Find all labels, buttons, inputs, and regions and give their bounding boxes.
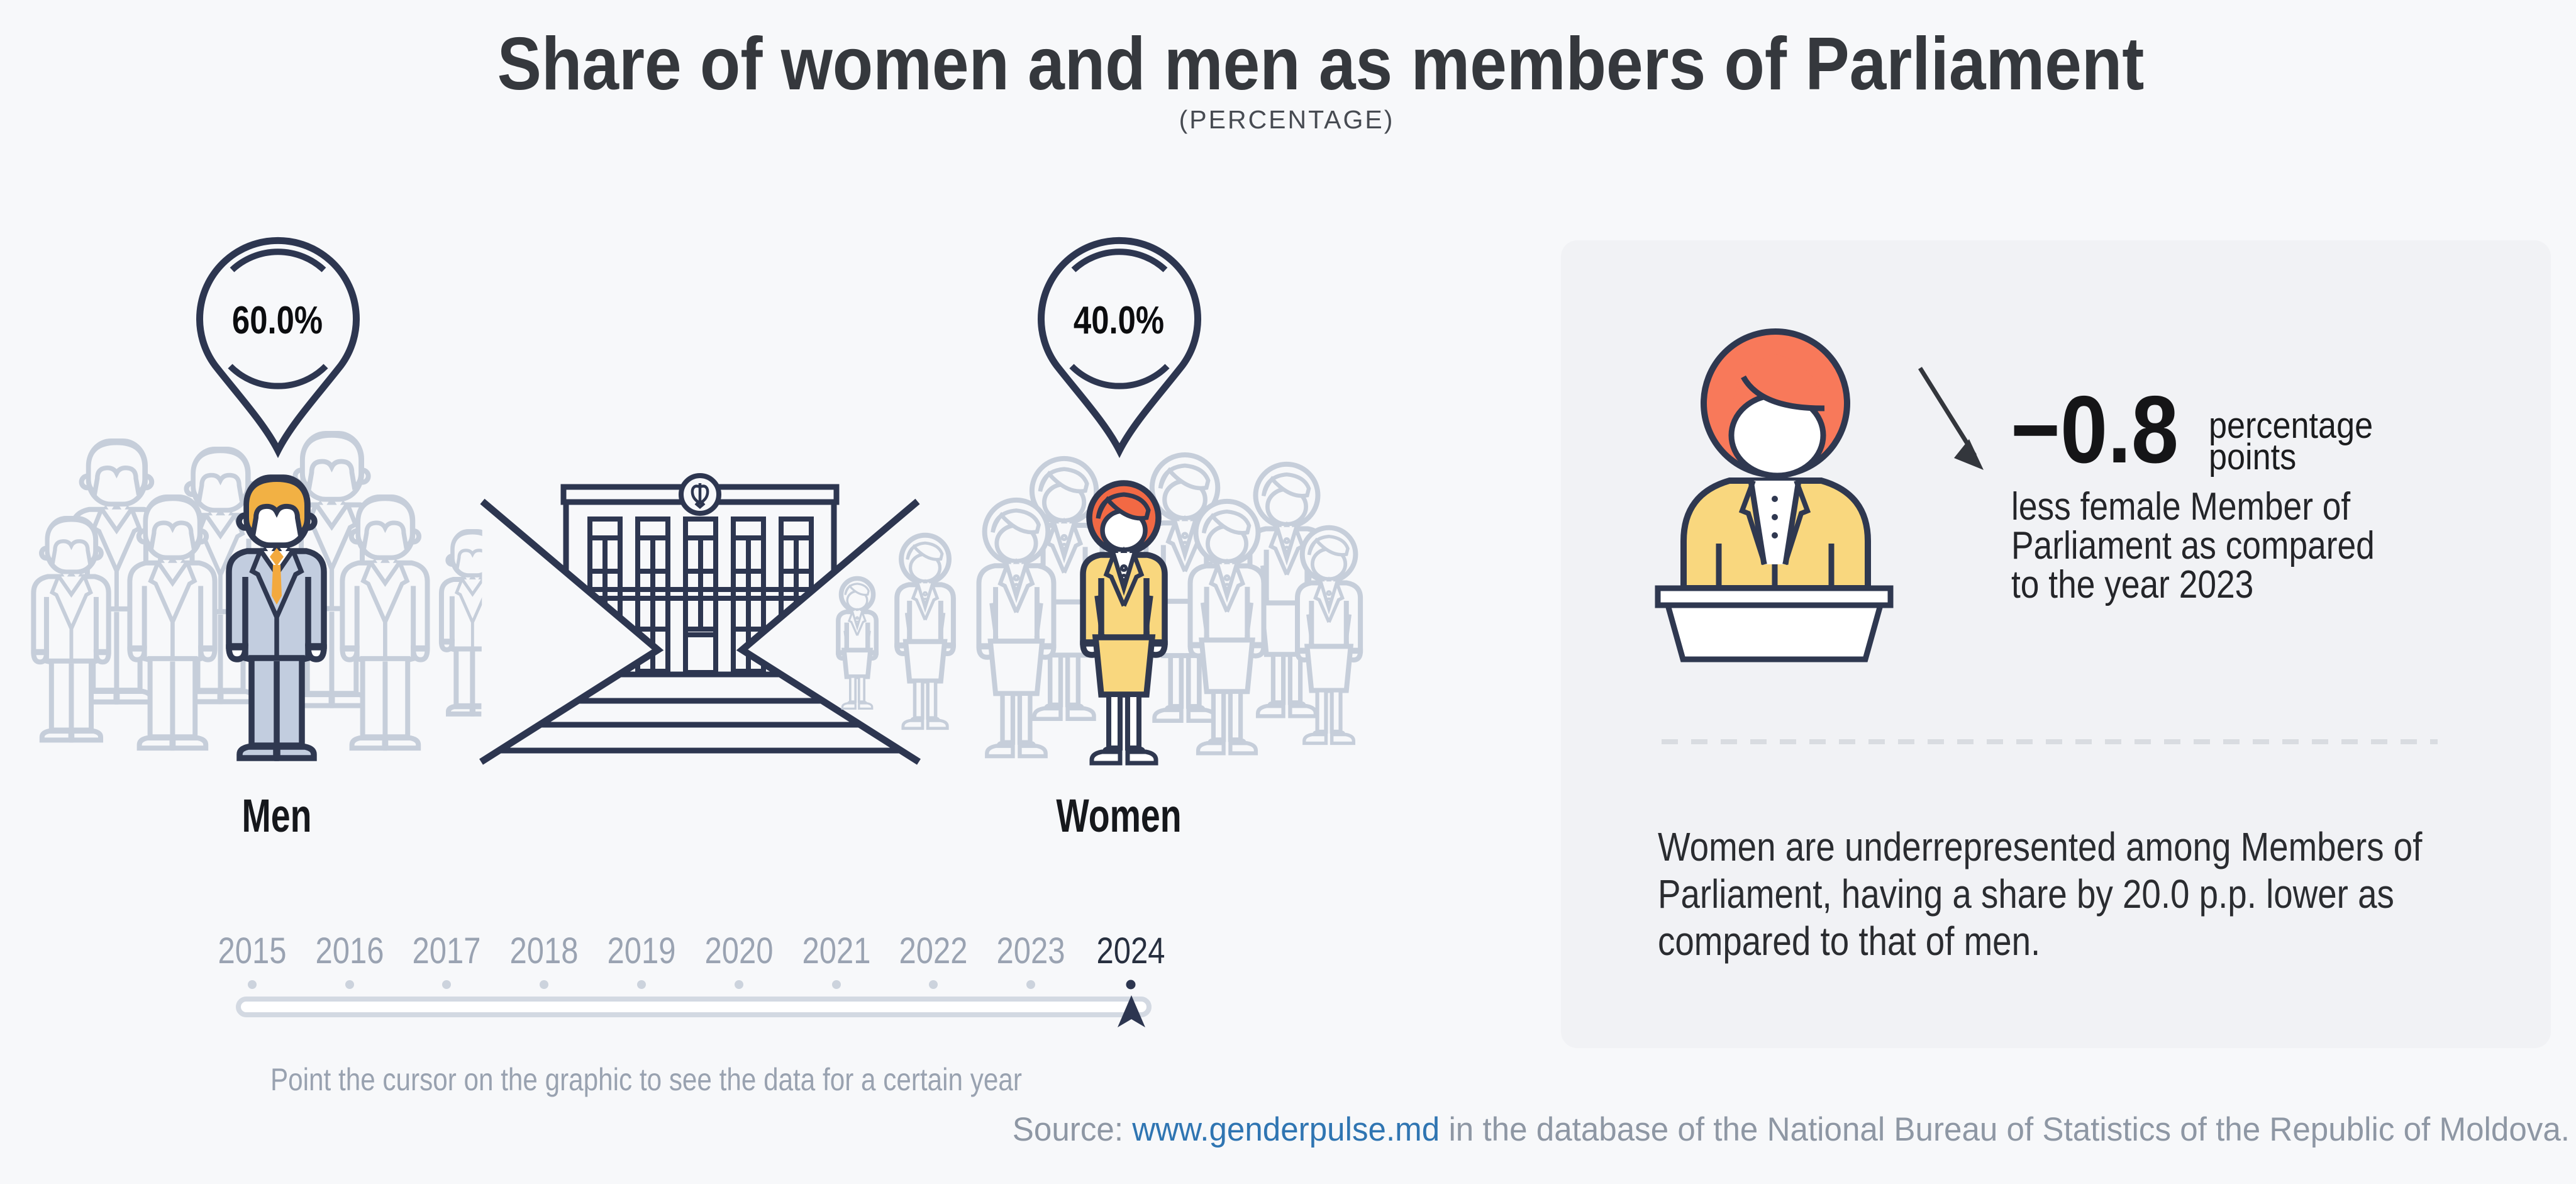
svg-text:Women are underrepresented amo: Women are underrepresented among Members…: [1658, 824, 2423, 869]
svg-text:points: points: [2209, 436, 2296, 477]
svg-text:Women: Women: [1056, 790, 1181, 842]
svg-text:2022: 2022: [899, 930, 967, 971]
svg-text:Point the cursor on the graphi: Point the cursor on the graphic to see t…: [270, 1062, 1022, 1097]
svg-text:Men: Men: [242, 790, 312, 842]
svg-text:40.0%: 40.0%: [1074, 299, 1164, 342]
svg-text:Parliament as compared: Parliament as compared: [2011, 524, 2375, 567]
svg-text:−0.8: −0.8: [2011, 377, 2179, 483]
svg-text:Source: www.genderpulse.md in: Source: www.genderpulse.md in the databa…: [1013, 1111, 2570, 1148]
svg-text:2021: 2021: [802, 930, 870, 971]
svg-text:60.0%: 60.0%: [232, 299, 323, 342]
svg-text:to the year 2023: to the year 2023: [2011, 563, 2253, 606]
svg-text:percentage: percentage: [2209, 405, 2373, 445]
svg-text:Parliament, having a share by: Parliament, having a share by 20.0 p.p. …: [1658, 871, 2394, 917]
svg-text:2016: 2016: [315, 930, 384, 971]
svg-text:2019: 2019: [607, 930, 675, 971]
svg-text:2018: 2018: [509, 930, 578, 971]
svg-text:2017: 2017: [412, 930, 480, 971]
svg-text:compared to that of men.: compared to that of men.: [1658, 919, 2040, 964]
svg-text:2020: 2020: [704, 930, 773, 971]
svg-text:less female Member of: less female Member of: [2011, 485, 2351, 528]
svg-text:2023: 2023: [996, 930, 1065, 971]
svg-text:2024: 2024: [1096, 930, 1165, 971]
svg-text:(PERCENTAGE): (PERCENTAGE): [1179, 105, 1395, 134]
svg-text:Share of women and men as memb: Share of women and men as members of Par…: [497, 21, 2145, 105]
svg-text:2015: 2015: [218, 930, 286, 971]
